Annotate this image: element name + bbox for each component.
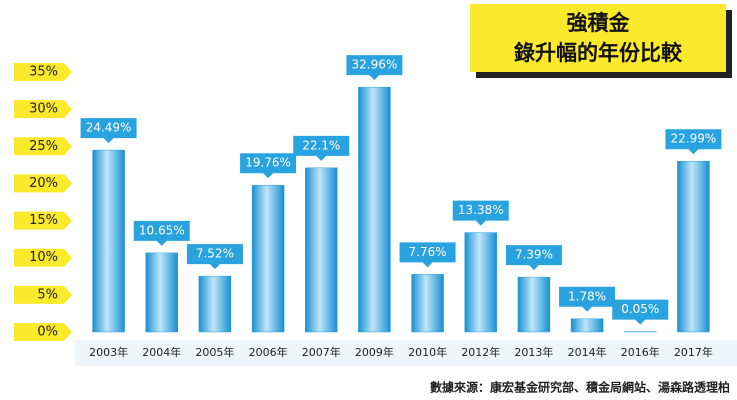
value-label: 13.38% [458,203,504,217]
value-label: 22.1% [302,138,340,152]
value-label: 24.49% [86,121,132,135]
bar [411,274,444,333]
bar [464,232,497,333]
x-tick-label: 2016年 [621,345,660,359]
y-tick-label: 25% [29,139,58,154]
y-tick-label: 10% [29,250,58,265]
value-label-box [665,129,722,155]
x-tick-label: 2003年 [89,345,128,359]
bar [198,275,232,333]
bar [305,167,338,333]
value-label-box [80,118,137,144]
x-tick-label: 2010年 [408,345,447,359]
y-tick-tag [14,248,72,267]
bar [92,149,125,333]
value-label: 22.99% [671,132,717,146]
y-tick-tag [14,174,72,193]
x-tick-label: 2009年 [355,345,394,359]
value-label-box [559,286,616,312]
bar [145,252,178,333]
x-tick-label: 2007年 [302,345,341,359]
value-label: 32.96% [352,58,398,72]
y-tick-tag [14,323,72,341]
value-label: 7.52% [196,247,234,261]
y-tick-label: 15% [29,213,58,228]
x-tick-label: 2014年 [568,345,607,359]
value-label: 1.78% [568,289,606,303]
y-tick-label: 35% [29,65,58,80]
y-tick-tag [14,137,72,156]
value-label-box [346,55,403,81]
y-tick-label: 0% [37,325,58,340]
value-label: 0.05% [621,302,659,316]
x-tick-label: 2017年 [674,345,713,359]
y-tick-label: 30% [29,102,58,117]
y-tick-tag [14,211,72,230]
value-label-box [612,299,669,325]
bar [358,86,391,333]
x-tick-label: 2004年 [142,345,181,359]
value-label: 7.76% [409,245,447,259]
y-tick-tag [14,63,72,81]
value-label-box [186,244,243,270]
value-label-box [399,242,456,268]
value-label-box [505,245,562,271]
bar [251,184,285,333]
bar [570,318,604,333]
x-tick-label: 2012年 [461,345,500,359]
y-tick-label: 20% [29,176,58,191]
y-tick-label: 5% [37,287,58,302]
value-label-box [133,220,190,246]
x-tick-label: 2013年 [514,345,553,359]
x-tick-label: 2006年 [249,345,288,359]
value-label-box [293,135,350,161]
y-tick-tag [14,100,72,119]
value-label-box [452,200,509,226]
value-label: 19.76% [245,156,291,170]
value-label: 10.65% [139,223,185,237]
chart-title: 錄升幅的年份比較 [514,41,683,65]
category-strip [75,340,737,366]
chart-title: 強積金 [567,11,631,35]
title-box [470,4,726,72]
value-label: 7.39% [515,248,553,262]
x-tick-label: 2005年 [195,345,234,359]
y-tick-tag [14,285,72,304]
value-label-box [240,153,297,179]
source: 數據來源：康宏基金研究部、積金局網站、湯森路透理柏 [430,380,730,395]
bar [677,160,710,333]
bar [517,276,551,333]
